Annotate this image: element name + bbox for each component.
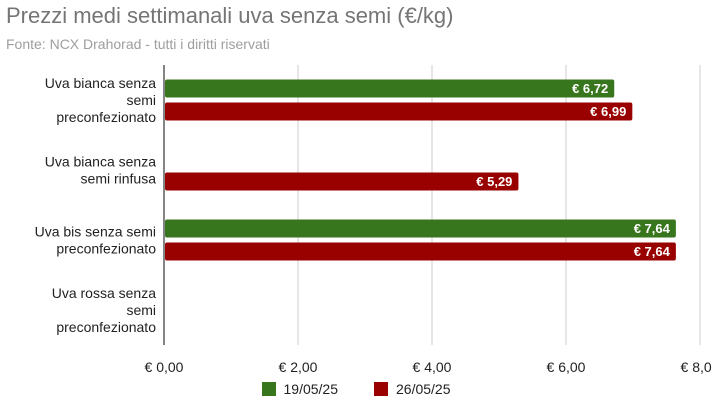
legend-item-series-2[interactable]: 26/05/25 — [374, 381, 451, 397]
x-tick-label: € 4,00 — [413, 359, 452, 375]
legend-swatch-series-1 — [261, 382, 276, 396]
category-label: Uva bis senza semi preconfezionato — [35, 224, 157, 257]
category-label: Uva rossa senza semi preconfezionato — [52, 285, 156, 335]
bar-series-2[interactable] — [165, 242, 676, 261]
category-label: Uva bianca senza semi preconfezionato — [45, 75, 157, 125]
bars — [165, 79, 676, 261]
category-label: Uva bianca senza semi rinfusa — [45, 154, 157, 187]
bar-value-label: € 6,99 — [590, 104, 626, 119]
bar-labels: € 6,72 € 6,99 € 5,29 € 7,64 € 7,64 — [476, 81, 670, 259]
legend-label-series-2: 26/05/25 — [396, 381, 451, 397]
bar-value-label: € 7,64 — [634, 244, 671, 259]
bar-series-1[interactable] — [165, 79, 615, 98]
bar-series-2[interactable] — [165, 102, 633, 121]
category-labels: Uva bianca senza semi preconfezionato Uva b… — [35, 75, 157, 335]
chart-subtitle: Fonte: NCX Drahorad - tutti i diritti ri… — [6, 36, 270, 52]
bar-value-label: € 6,72 — [572, 81, 608, 96]
chart-title: Prezzi medi settimanali uva senza semi (… — [6, 3, 454, 28]
x-axis-ticks: € 0,00 € 2,00 € 4,00 € 6,00 € 8,00 — [145, 359, 712, 375]
bar-value-label: € 7,64 — [634, 221, 671, 236]
bar-value-label: € 5,29 — [476, 174, 512, 189]
x-tick-label: € 2,00 — [279, 359, 318, 375]
legend-item-series-1[interactable]: 19/05/25 — [261, 381, 339, 397]
x-tick-label: € 0,00 — [145, 359, 184, 375]
legend-swatch-series-2 — [374, 382, 388, 396]
x-tick-label: € 6,00 — [547, 359, 586, 375]
legend: 19/05/25 26/05/25 — [0, 381, 712, 397]
legend-label-series-1: 19/05/25 — [283, 381, 339, 397]
bar-series-1[interactable] — [165, 219, 676, 238]
x-tick-label: € 8,00 — [681, 359, 712, 375]
bar-series-2[interactable] — [165, 172, 519, 191]
